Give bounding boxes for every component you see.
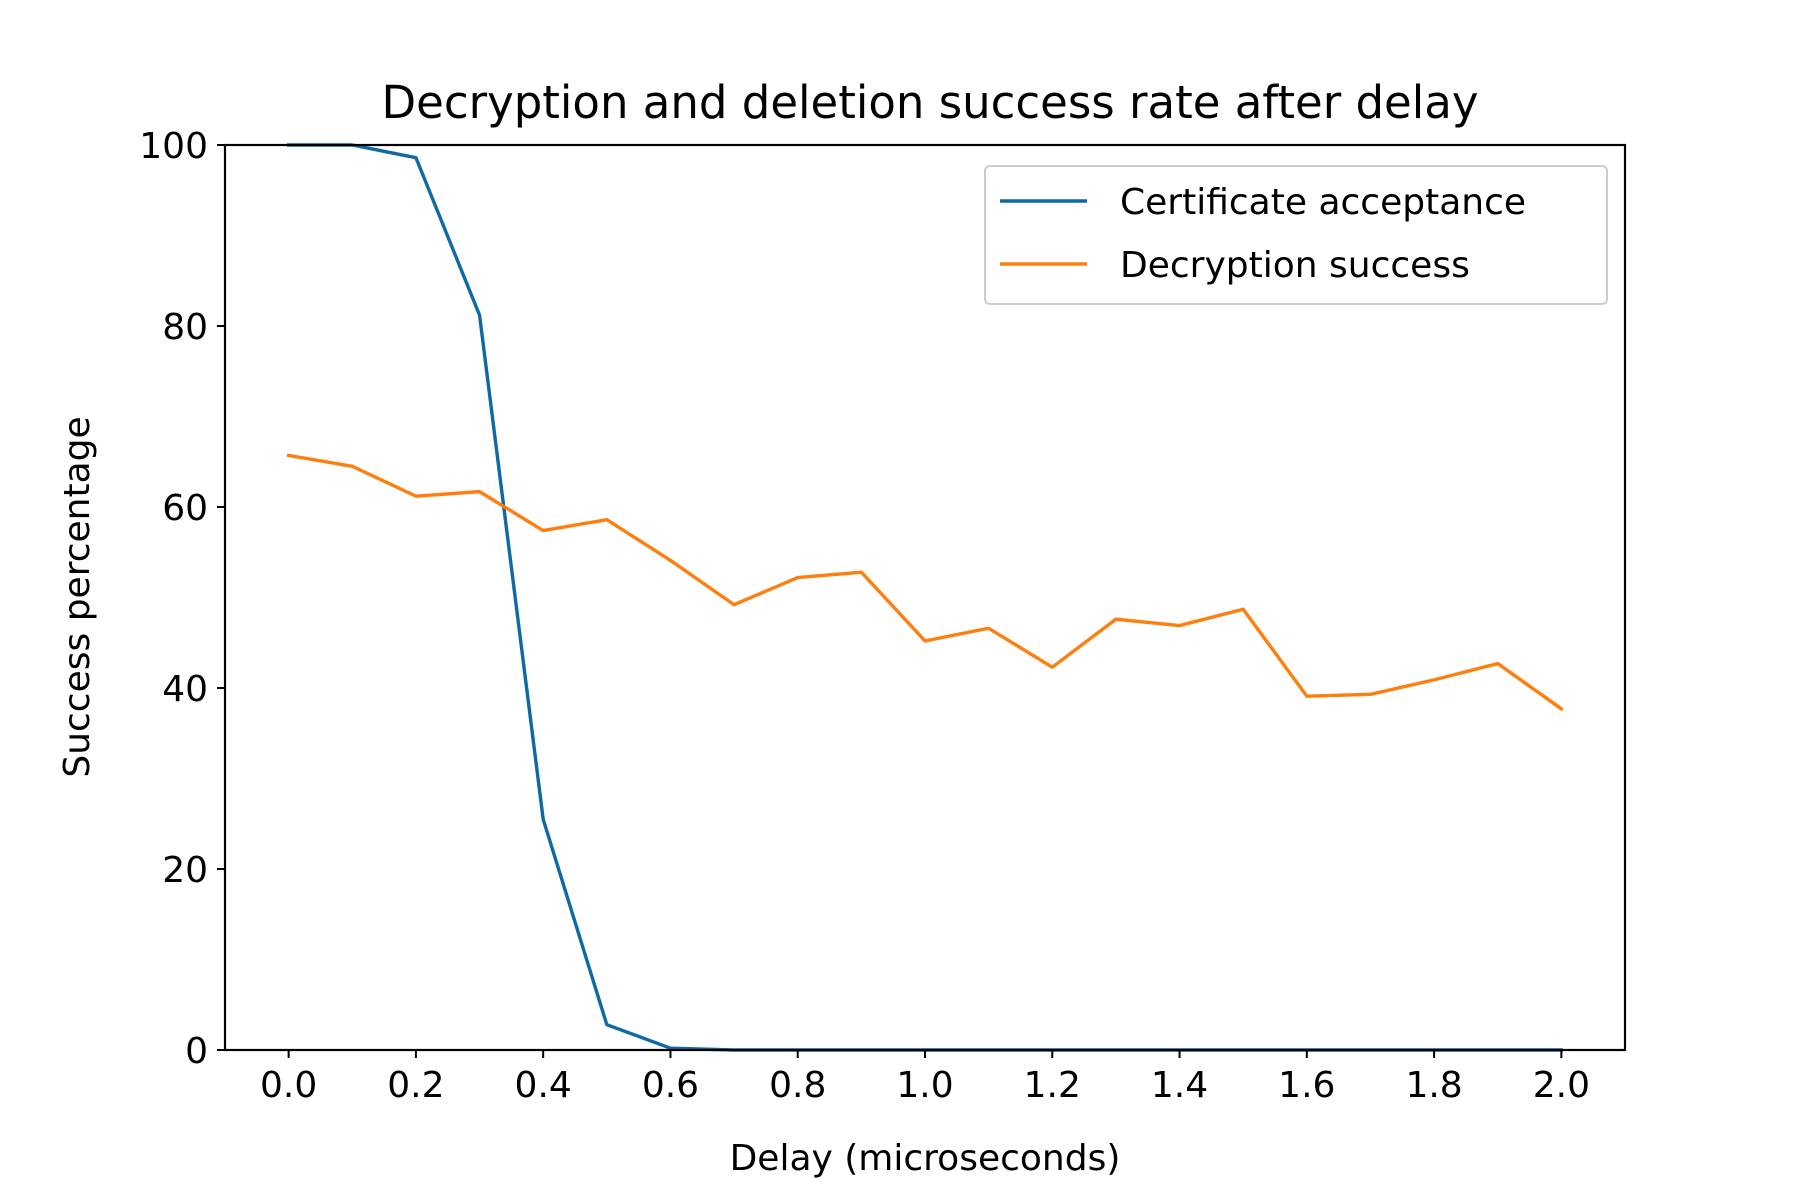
x-tick-label: 0.8 (769, 1065, 826, 1106)
x-tick-label: 1.2 (1024, 1065, 1081, 1106)
x-tick-label: 1.6 (1278, 1065, 1335, 1106)
y-tick-label: 60 (162, 488, 208, 529)
x-axis: 0.0 0.2 0.4 0.6 0.8 1.0 1.2 1.4 1.6 1.8 2.0 (260, 1050, 1590, 1106)
y-axis-label: Success percentage (57, 416, 98, 777)
y-axis: 0 20 40 60 80 100 (139, 126, 225, 1072)
series-line-2 (286, 453, 1564, 712)
x-tick-label: 1.4 (1151, 1065, 1208, 1106)
legend: Certificate acceptance Decryption success (984, 165, 1608, 305)
x-tick-label: 0.0 (260, 1065, 317, 1106)
x-axis-label: Delay (microseconds) (730, 1138, 1121, 1179)
y-tick-label: 40 (162, 669, 208, 710)
x-tick-label: 0.2 (387, 1065, 444, 1106)
legend-label-1: Certificate acceptance (1120, 182, 1526, 223)
y-tick-label: 20 (162, 850, 208, 891)
x-tick-label: 2.0 (1533, 1065, 1590, 1106)
x-tick-label: 0.4 (515, 1065, 572, 1106)
chart-title: Decryption and deletion success rate aft… (382, 76, 1479, 129)
y-tick-label: 100 (139, 126, 208, 167)
y-tick-label: 80 (162, 307, 208, 348)
legend-box (984, 165, 1608, 305)
y-tick-label: 0 (185, 1031, 208, 1072)
x-tick-label: 1.0 (896, 1065, 953, 1106)
legend-label-2: Decryption success (1120, 245, 1470, 286)
x-tick-label: 0.6 (642, 1065, 699, 1106)
x-tick-label: 1.8 (1405, 1065, 1462, 1106)
